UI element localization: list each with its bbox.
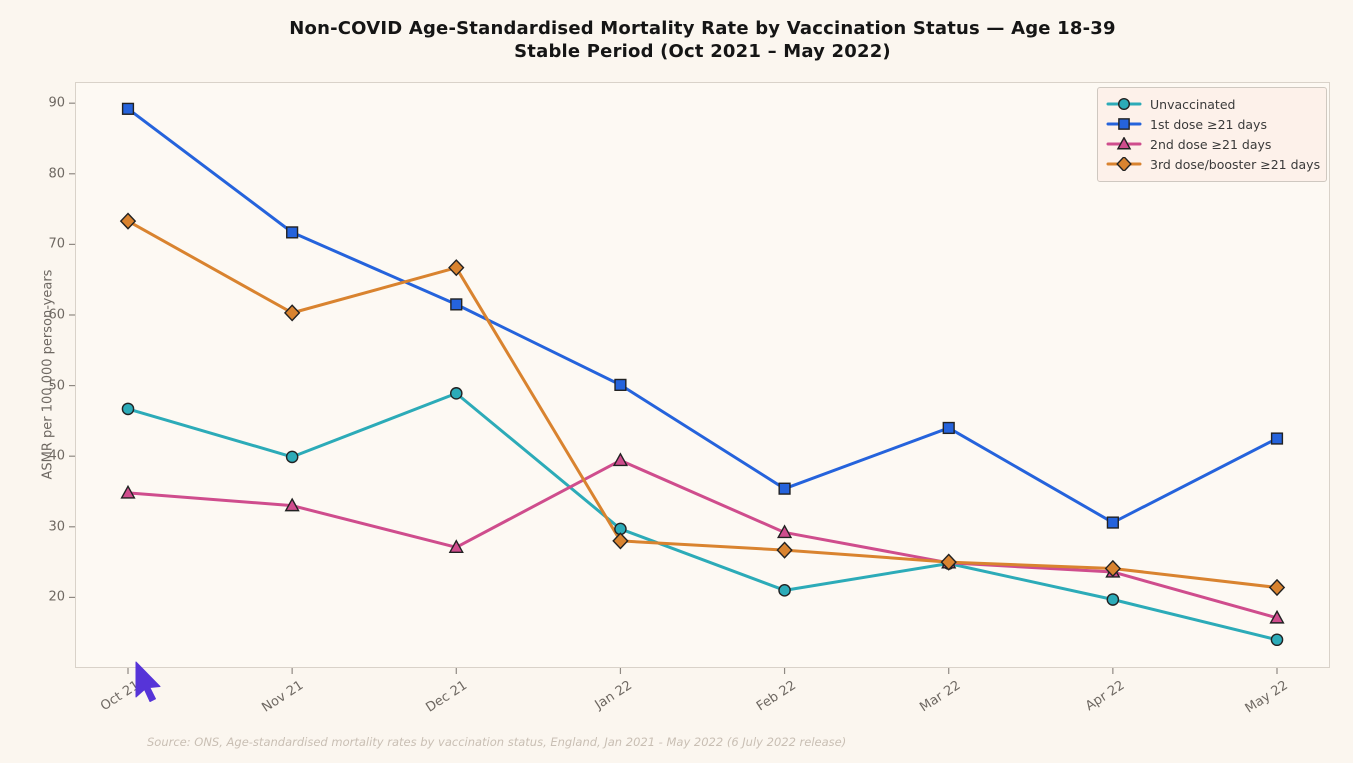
triangle-legend-swatch-icon bbox=[1106, 137, 1142, 150]
y-tick-label: 30 bbox=[48, 519, 65, 535]
legend-item: 3rd dose/booster ≥21 days bbox=[1106, 154, 1320, 174]
square-marker-icon bbox=[778, 482, 791, 495]
source-note: Source: ONS, Age-standardised mortality … bbox=[147, 735, 847, 749]
legend-label: 3rd dose/booster ≥21 days bbox=[1150, 156, 1321, 172]
y-tick-label: 80 bbox=[48, 166, 65, 182]
y-tick-label: 60 bbox=[48, 307, 65, 323]
triangle-marker-icon bbox=[284, 497, 300, 512]
y-tick-label: 20 bbox=[48, 589, 65, 605]
legend-label: 1st dose ≥21 days bbox=[1150, 116, 1267, 132]
series-line bbox=[126, 107, 1279, 525]
circle-marker-icon bbox=[449, 387, 463, 400]
square-marker-icon bbox=[614, 378, 627, 391]
diamond-legend-swatch-icon bbox=[1106, 157, 1142, 171]
square-marker-icon bbox=[1106, 516, 1119, 529]
circle-marker-icon bbox=[1270, 633, 1284, 647]
legend-label: Unvaccinated bbox=[1150, 96, 1236, 112]
chart-title: Non-COVID Age-Standardised Mortality Rat… bbox=[75, 17, 1330, 63]
diamond-marker-icon bbox=[1268, 578, 1286, 597]
mouse-cursor bbox=[135, 661, 161, 702]
circle-marker-icon bbox=[1106, 593, 1120, 606]
triangle-marker-icon bbox=[776, 524, 793, 539]
circle-marker-icon bbox=[1117, 97, 1131, 111]
diamond-marker-icon bbox=[1104, 559, 1122, 578]
diamond-marker-icon bbox=[940, 553, 957, 571]
triangle-marker-icon bbox=[448, 539, 464, 553]
diamond-marker-icon bbox=[1116, 157, 1132, 171]
diamond-marker-icon bbox=[612, 532, 629, 550]
chart-title-line2: Stable Period (Oct 2021 – May 2022) bbox=[514, 41, 891, 62]
circle-marker-icon bbox=[285, 450, 299, 464]
diamond-marker-icon bbox=[119, 212, 137, 230]
square-legend-swatch-icon bbox=[1106, 118, 1142, 130]
square-marker-icon bbox=[1270, 432, 1284, 445]
diamond-marker-icon bbox=[776, 541, 793, 559]
triangle-marker-icon bbox=[612, 452, 629, 467]
legend-label: 2nd dose ≥21 days bbox=[1150, 136, 1272, 152]
square-marker-icon bbox=[121, 102, 135, 115]
square-marker-icon bbox=[942, 421, 955, 435]
triangle-marker-icon bbox=[1116, 137, 1132, 150]
y-tick-label: 40 bbox=[48, 448, 65, 464]
legend-item: Unvaccinated bbox=[1106, 94, 1316, 114]
diamond-marker-icon bbox=[283, 304, 301, 322]
legend: Unvaccinated 1st dose ≥21 days 2nd dose ≥2… bbox=[1097, 87, 1327, 182]
square-marker-icon bbox=[450, 298, 463, 311]
y-tick-label: 70 bbox=[48, 236, 65, 252]
legend-item: 2nd dose ≥21 days bbox=[1106, 134, 1316, 154]
diamond-marker-icon bbox=[448, 259, 465, 277]
chart-title-line1: Non-COVID Age-Standardised Mortality Rat… bbox=[289, 18, 1116, 39]
legend-item: 1st dose ≥21 days bbox=[1106, 114, 1316, 134]
circle-marker-icon bbox=[778, 584, 791, 597]
series-line bbox=[126, 219, 1279, 590]
cursor-arrow-icon bbox=[135, 661, 161, 702]
triangle-marker-icon bbox=[120, 484, 136, 499]
square-marker-icon bbox=[286, 226, 299, 239]
circle-marker-icon bbox=[121, 402, 135, 416]
y-tick-label: 50 bbox=[48, 378, 65, 394]
circle-legend-swatch-icon bbox=[1106, 97, 1142, 111]
series-line bbox=[126, 391, 1279, 642]
y-tick-label: 90 bbox=[48, 95, 65, 111]
triangle-marker-icon bbox=[1269, 609, 1285, 624]
series-line bbox=[126, 458, 1279, 620]
square-marker-icon bbox=[1118, 118, 1130, 130]
